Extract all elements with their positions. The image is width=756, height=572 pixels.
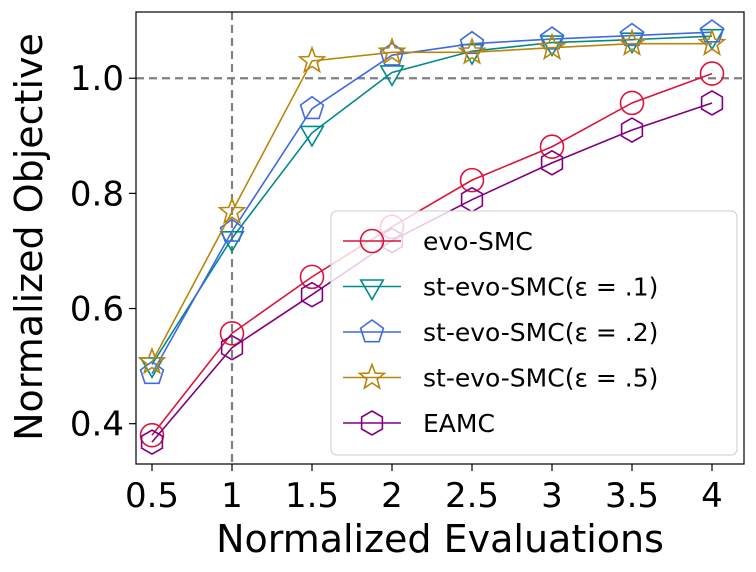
x-tick-label: 1 <box>221 476 243 516</box>
data-point <box>539 134 565 160</box>
legend-marker <box>359 228 385 254</box>
y-tick-label: 0.8 <box>70 174 124 214</box>
legend-entry: EAMC <box>343 409 495 438</box>
plot-area <box>136 12 744 464</box>
y-axis-label: Normalized Objective <box>7 33 51 441</box>
legend-marker <box>359 279 385 302</box>
data-point <box>457 37 487 65</box>
data-point <box>537 32 567 61</box>
data-point <box>140 429 164 456</box>
data-point <box>619 90 645 116</box>
legend-marker <box>360 410 384 436</box>
legend-label: st-evo-SMC(ε = .2) <box>423 318 658 347</box>
data-point <box>139 360 165 385</box>
series-line <box>151 42 712 363</box>
data-point <box>540 149 564 176</box>
x-axis-label: Normalized Evaluations <box>216 517 664 561</box>
data-point <box>299 264 325 290</box>
x-tick-label: 0.5 <box>125 476 179 516</box>
legend: evo-SMC st-evo-SMC(ε = .1) st-evo-SMC(ε = … <box>330 210 738 456</box>
legend-marker <box>359 319 385 343</box>
data-point <box>459 167 485 193</box>
data-point <box>300 281 324 308</box>
data-point <box>297 45 327 74</box>
x-tick-label: 1.5 <box>285 476 339 516</box>
data-point <box>619 22 645 47</box>
data-point <box>379 65 405 88</box>
legend-label: evo-SMC <box>423 227 533 256</box>
legend-entry: evo-SMC <box>343 227 533 256</box>
data-point <box>299 95 325 120</box>
data-point <box>699 61 725 86</box>
x-tick-label: 2 <box>381 476 403 516</box>
data-point <box>219 218 245 242</box>
x-tick-label: 3 <box>541 476 563 516</box>
y-tick-label: 0.4 <box>70 405 124 445</box>
series-line <box>151 35 713 365</box>
plot-frame <box>135 11 745 465</box>
axes: 0.5 1 1.5 2 2.5 3 3.5 4 0.4 0.6 0.8 1.0 <box>70 11 745 516</box>
data-point <box>219 320 245 346</box>
series-line <box>151 31 713 374</box>
series-line <box>151 72 713 436</box>
legend-label: EAMC <box>423 409 495 438</box>
legend-marker <box>357 362 387 390</box>
data-point <box>137 346 167 375</box>
data-point <box>700 90 724 116</box>
data-point <box>699 19 725 43</box>
data-point <box>139 422 165 448</box>
legend-entry: st-evo-SMC(ε = .1) <box>343 273 658 302</box>
x-tick-label: 4 <box>701 476 723 516</box>
data-point <box>459 30 485 55</box>
y-tick-label: 1.0 <box>70 59 124 99</box>
legend-box <box>330 210 738 456</box>
x-tick-label: 2.5 <box>445 476 499 516</box>
data-point <box>299 125 325 148</box>
series-4 <box>137 28 727 375</box>
data-point <box>617 28 647 57</box>
data-point <box>220 334 244 361</box>
x-tick-label: 3.5 <box>605 476 659 516</box>
data-point <box>620 117 644 143</box>
legend-label: st-evo-SMC(ε = .1) <box>423 273 658 302</box>
series-1 <box>139 61 725 448</box>
legend-entry: st-evo-SMC(ε = .2) <box>343 318 658 347</box>
legend-label: st-evo-SMC(ε = .5) <box>423 364 658 393</box>
legend-entry: st-evo-SMC(ε = .5) <box>343 362 658 393</box>
y-tick-label: 0.6 <box>70 290 124 330</box>
data-point <box>217 196 247 225</box>
data-point <box>539 26 565 50</box>
data-point <box>377 37 407 65</box>
data-point <box>697 28 727 57</box>
